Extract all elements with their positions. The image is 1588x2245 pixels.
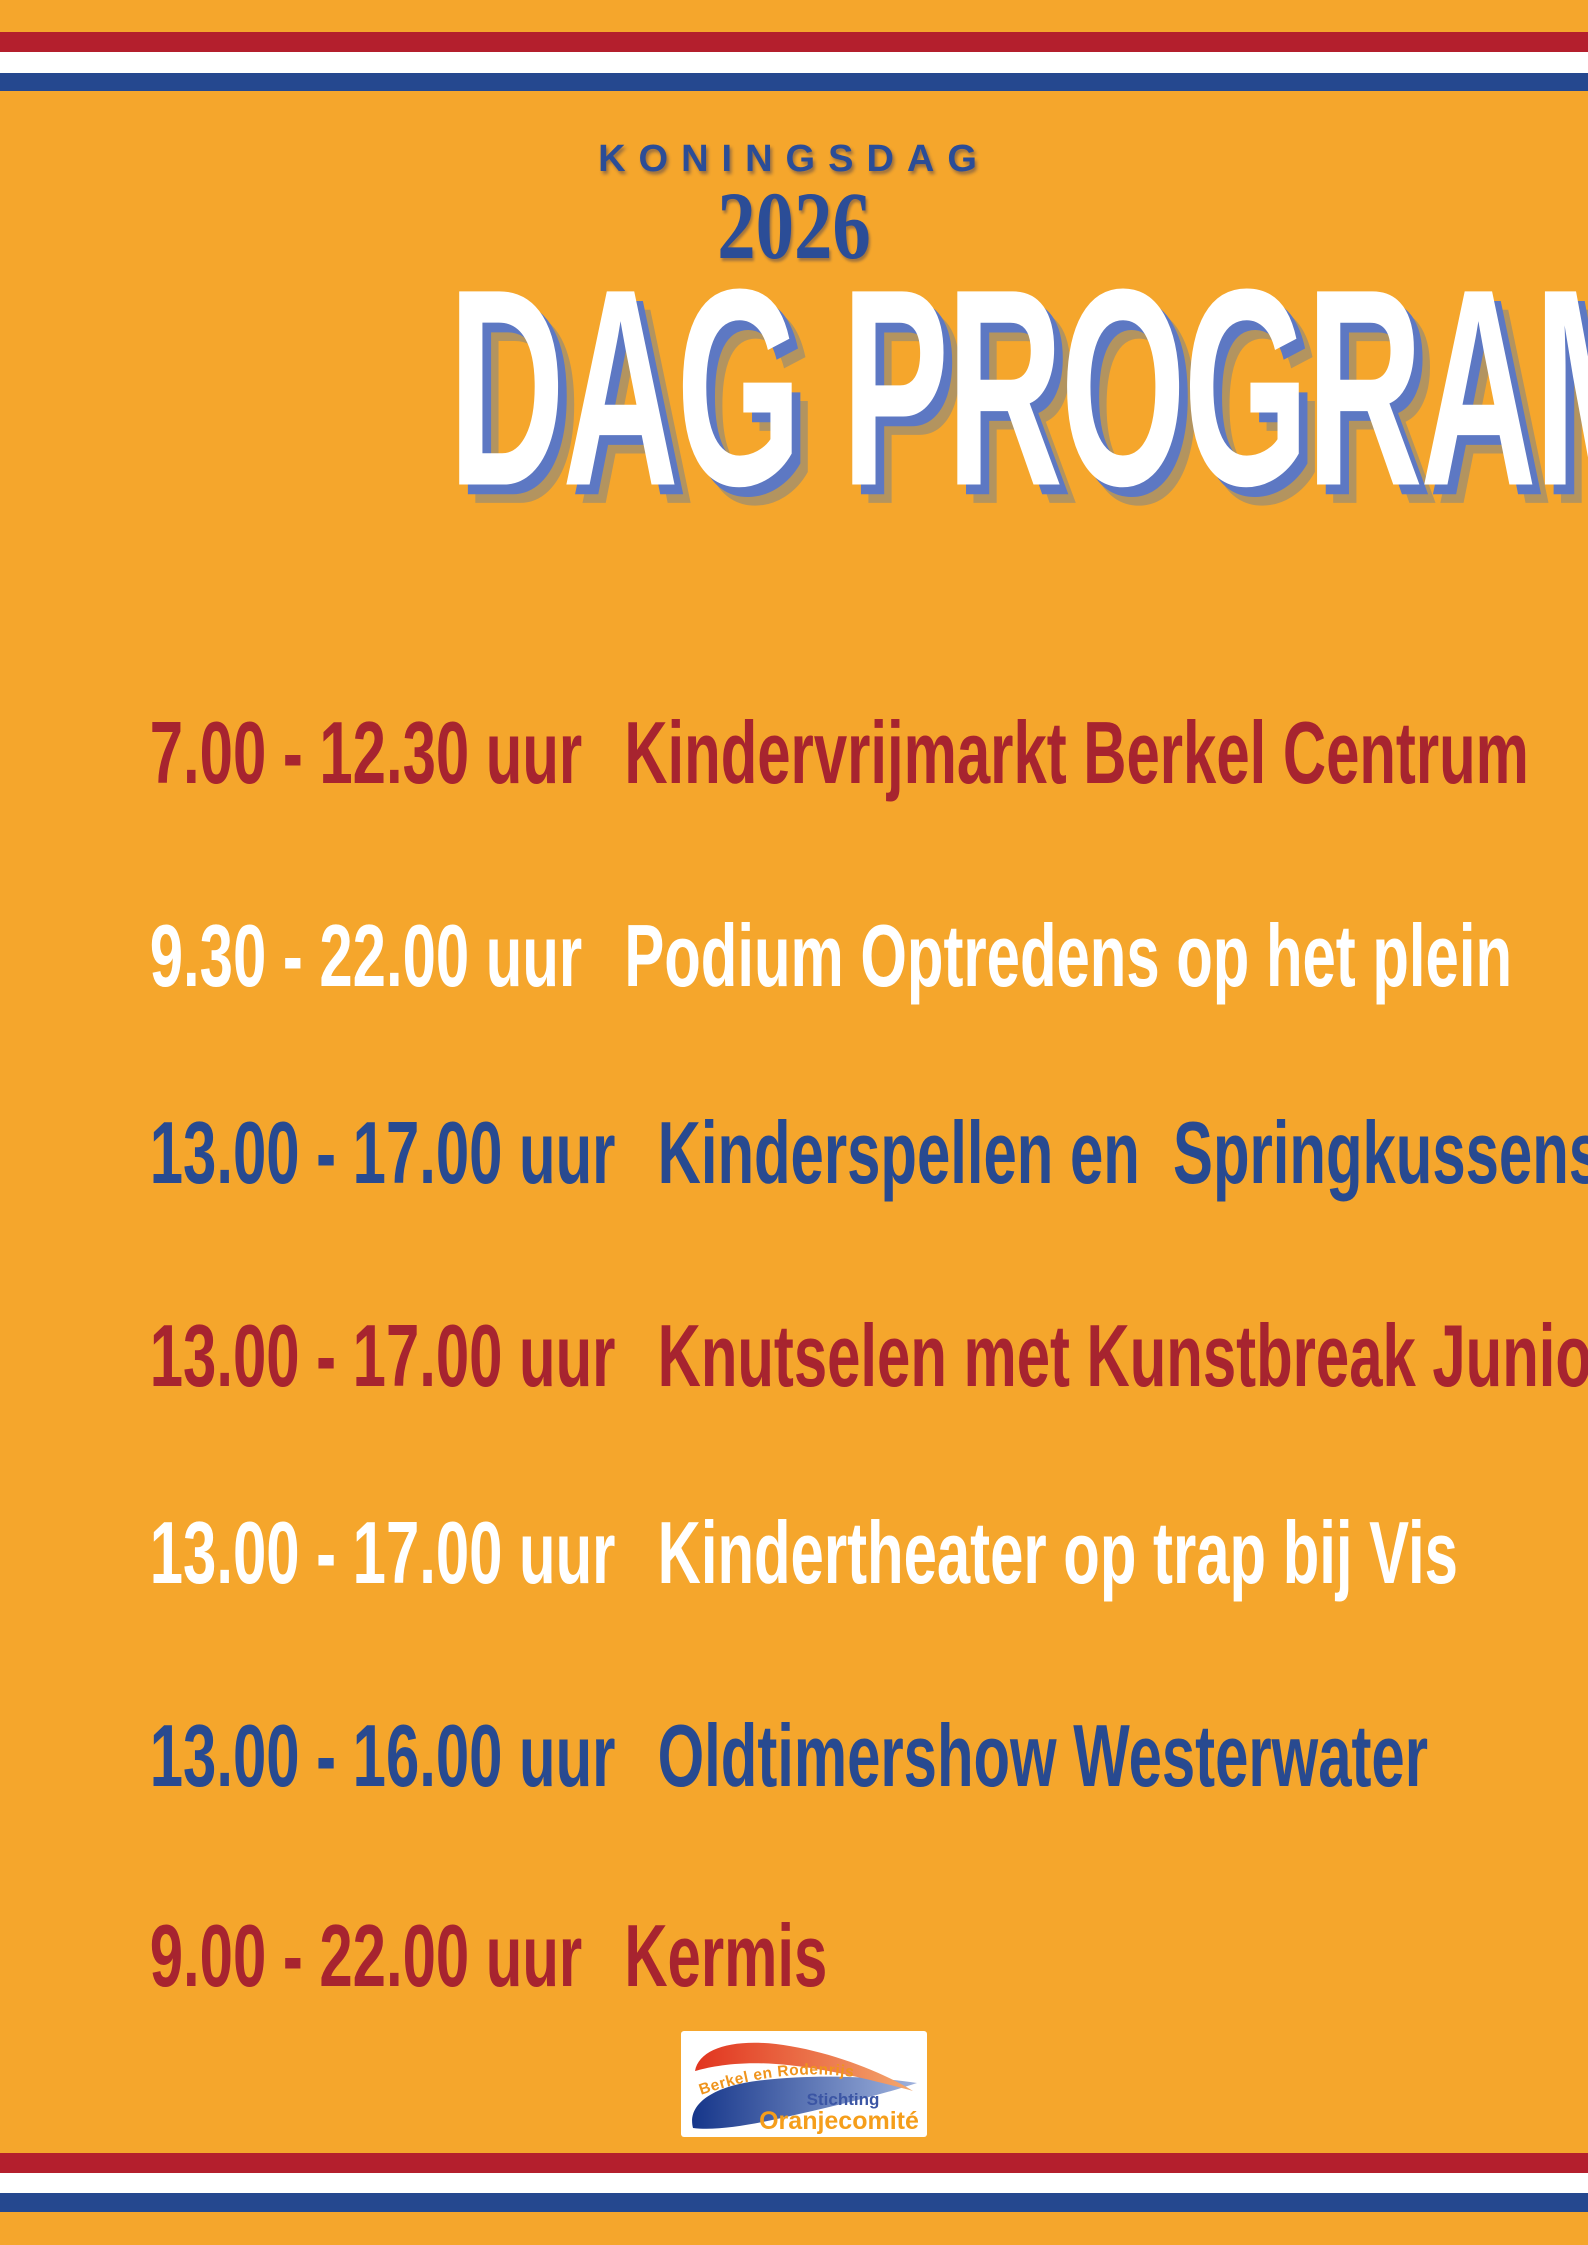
flag-stripe-white [0,2173,1588,2193]
event-year-wrap: 2026 [0,178,1588,274]
red-swoosh [695,2042,913,2091]
event-name: Kinderspellen en Springkussens [657,1103,1588,1202]
schedule-row: 13.00 - 17.00 uur Kinderspellen en Spring… [0,1021,1588,1311]
flag-stripe-red [0,2153,1588,2173]
flag-stripe-blue [0,2193,1588,2212]
flag-stripe-white [0,52,1588,73]
schedule-row: 9.30 - 22.00 uur Podium Optredens op het … [0,824,1588,1114]
event-time: 13.00 - 17.00 uur [149,1306,616,1405]
event-name: Kindertheater op trap bij Vis [657,1503,1458,1602]
logo-org-prefix: Stichting [807,2090,880,2109]
page-title: DAG PROGRAMMA [448,231,1588,546]
schedule-row: 13.00 - 17.00 uur Kindertheater op trap b… [0,1421,1588,1711]
logo-org-name: Oranjecomité [759,2107,919,2135]
event-time: 9.30 - 22.00 uur [149,906,583,1005]
event-time: 13.00 - 17.00 uur [149,1503,616,1602]
schedule-row: 13.00 - 16.00 uur Oldtimershow Westerwate… [0,1624,1588,1914]
blue-swoosh [692,2076,917,2129]
event-year: 2026 [717,172,871,279]
oranjecomite-logo: Berkel en Rodenrijs Stichting Oranjecomi… [681,2031,927,2137]
event-name: Kermis [624,1906,828,2005]
event-time: 13.00 - 17.00 uur [149,1103,616,1202]
oranjecomite-logo-graphic: Berkel en Rodenrijs Stichting Oranjecomi… [692,2042,919,2135]
schedule-row: 9.00 - 22.00 uur Kermis [0,1824,1588,2114]
schedule-row: 13.00 - 17.00 uur Knutselen met Kunstbrea… [0,1224,1588,1514]
flag-stripe-red [0,32,1588,52]
flag-stripe-blue [0,73,1588,91]
event-name: Podium Optredens op het plein [624,906,1512,1005]
schedule-row: 7.00 - 12.30 uur Kindervrijmarkt Berkel C… [0,621,1588,911]
dutch-flag-top [0,32,1588,91]
event-time: 7.00 - 12.30 uur [149,703,583,802]
event-time: 9.00 - 22.00 uur [149,1906,583,2005]
dutch-flag-bottom [0,2153,1588,2212]
page-title-wrap: DAG PROGRAMMA [0,248,1588,529]
event-time: 13.00 - 16.00 uur [149,1706,616,1805]
event-name: Oldtimershow Westerwater [657,1706,1428,1805]
event-name: Knutselen met Kunstbreak Junior [657,1306,1588,1405]
event-name: Kindervrijmarkt Berkel Centrum [624,703,1529,802]
event-brand: KONINGSDAG [598,138,990,180]
